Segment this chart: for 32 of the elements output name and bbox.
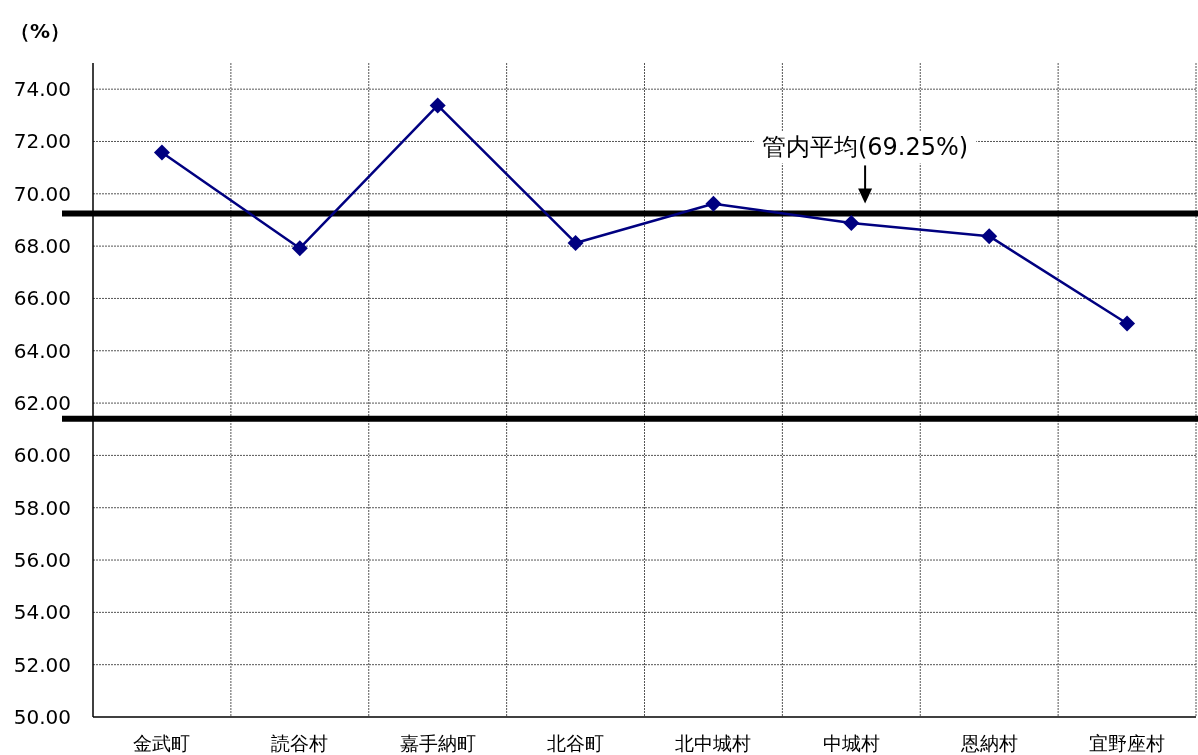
x-tick-label: 宜野座村 <box>1089 732 1166 754</box>
x-tick-label: 恩納村 <box>959 732 1018 754</box>
x-tick-label: 読谷村 <box>271 732 329 754</box>
y-tick-label: 60.00 <box>13 443 71 468</box>
ref-label: 管内平均(69.25%) <box>754 131 977 164</box>
y-tick-label: 66.00 <box>13 286 71 311</box>
y-tick-label: 64.00 <box>13 338 71 363</box>
y-tick-label: 58.00 <box>13 495 71 520</box>
y-tick-label: 56.00 <box>13 548 71 573</box>
point <box>1119 315 1136 332</box>
x-tick-label: 嘉手納町 <box>399 732 476 754</box>
y-tick-label: 72.00 <box>13 129 71 154</box>
y-tick-label: 50.00 <box>13 705 71 729</box>
y-tick-label: 52.00 <box>13 652 71 677</box>
point <box>291 240 308 257</box>
x-tick-label: 北谷町 <box>547 732 605 754</box>
x-tick-label: 中城村 <box>822 732 880 754</box>
y-tick-label: 70.00 <box>13 181 71 206</box>
point <box>843 215 860 232</box>
point <box>567 234 584 251</box>
point <box>429 97 446 114</box>
point <box>705 195 722 212</box>
y-tick-label: 68.00 <box>13 234 71 259</box>
y-tick-label: 62.00 <box>13 391 71 416</box>
x-tick-label: 金武町 <box>133 732 191 754</box>
point <box>981 228 998 245</box>
y-tick-label: 74.00 <box>13 77 71 102</box>
y-tick-label: 54.00 <box>13 600 71 625</box>
y-axis-title: （%） <box>10 19 71 43</box>
x-tick-label: 北中城村 <box>675 732 752 754</box>
ref-line-label: 管内平均(69.25%) <box>761 133 969 162</box>
point <box>153 144 170 161</box>
